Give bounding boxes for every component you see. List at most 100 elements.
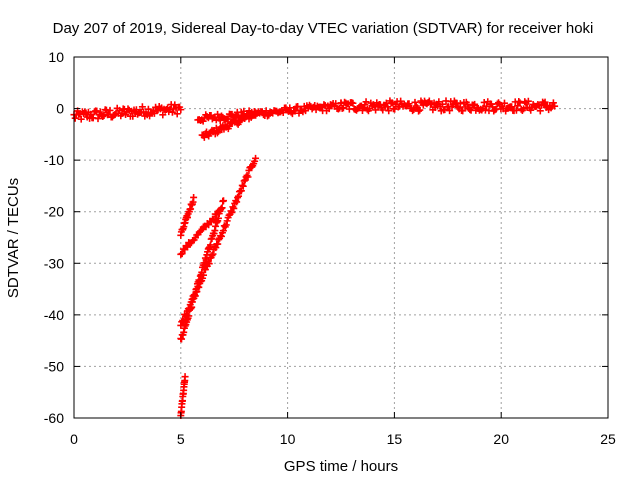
x-tick-label: 0 [70, 431, 78, 447]
data-point [230, 204, 238, 212]
data-point [168, 108, 176, 116]
data-point [446, 107, 454, 115]
y-tick-label: -30 [44, 255, 64, 271]
data-point [190, 193, 198, 201]
data-point [234, 194, 242, 202]
data-point [159, 111, 167, 119]
data-point [286, 104, 294, 112]
data-point [201, 261, 209, 269]
data-point [185, 312, 193, 320]
data-point [99, 112, 107, 120]
data-point [118, 109, 126, 117]
data-point [349, 99, 357, 107]
data-point [524, 97, 532, 105]
data-point [459, 107, 467, 115]
data-point [534, 100, 542, 108]
x-tick-label: 15 [387, 431, 403, 447]
data-point [500, 99, 508, 107]
data-point [209, 250, 217, 258]
data-point [516, 99, 524, 107]
y-tick-label: -20 [44, 204, 64, 220]
data-point [77, 115, 85, 123]
data-point [483, 102, 491, 110]
data-point [339, 104, 347, 112]
data-point [248, 163, 256, 171]
data-point [111, 111, 119, 119]
data-point [536, 107, 544, 115]
data-point [235, 192, 243, 200]
data-point [220, 197, 228, 205]
data-point [471, 100, 479, 108]
data-point [199, 117, 207, 125]
data-point [218, 204, 226, 212]
y-tick-label: -60 [44, 410, 64, 426]
data-point [549, 99, 557, 107]
data-point [206, 241, 214, 249]
data-point [384, 103, 392, 111]
data-point [438, 100, 446, 108]
y-tick-label: -40 [44, 307, 64, 323]
data-point [183, 243, 191, 251]
data-point [515, 97, 523, 105]
data-point [228, 208, 236, 216]
data-point [233, 198, 241, 206]
data-point [252, 154, 260, 162]
x-tick-label: 20 [493, 431, 509, 447]
data-point [520, 105, 528, 113]
data-point [224, 115, 232, 123]
data-point [362, 98, 370, 106]
y-tick-label: -50 [44, 358, 64, 374]
data-point [222, 221, 230, 229]
x-tick-label: 5 [177, 431, 185, 447]
data-point [173, 110, 181, 118]
data-point [409, 107, 417, 115]
data-point [205, 221, 213, 229]
data-point [551, 102, 559, 110]
data-point [178, 250, 186, 258]
data-point [238, 181, 246, 189]
data-point [416, 106, 424, 114]
data-point [411, 98, 419, 106]
data-point [320, 101, 328, 109]
x-tick-label: 25 [600, 431, 616, 447]
data-point [96, 108, 104, 116]
data-point [177, 106, 185, 114]
plot-frame [73, 56, 609, 419]
data-point [237, 187, 245, 195]
data-point [106, 106, 114, 114]
data-point [244, 173, 252, 181]
data-point [87, 110, 95, 118]
x-tick-label: 10 [280, 431, 296, 447]
data-point [508, 103, 516, 111]
data-point [388, 99, 396, 107]
data-point [144, 105, 152, 113]
data-point [415, 107, 423, 115]
data-point [94, 115, 102, 123]
data-point [124, 105, 132, 113]
y-tick-label: -10 [44, 152, 64, 168]
data-point [379, 106, 387, 114]
data-point [214, 110, 222, 118]
y-axis-label: SDTVAR / TECUs [5, 178, 22, 298]
data-point [405, 100, 413, 108]
data-point [263, 112, 271, 120]
data-point [181, 373, 189, 381]
data-point [456, 100, 464, 108]
data-point [138, 103, 146, 111]
data-points [70, 97, 559, 420]
data-point [212, 244, 220, 252]
data-point [239, 182, 247, 190]
data-point [262, 107, 270, 115]
data-point [279, 109, 287, 117]
data-point [391, 105, 399, 113]
axis-ticks: 0 5 10 15 20 25 10 0 -10 -20 -30 -40 -50 -60 [44, 49, 616, 447]
chart-title: Day 207 of 2019, Sidereal Day-to-day VTE… [53, 20, 594, 37]
data-point [385, 107, 393, 115]
data-point [541, 98, 549, 106]
y-tick-label: 0 [56, 101, 64, 117]
data-point [435, 98, 443, 106]
data-point [217, 232, 225, 240]
x-axis-label: GPS time / hours [284, 458, 398, 475]
data-point [223, 217, 231, 225]
